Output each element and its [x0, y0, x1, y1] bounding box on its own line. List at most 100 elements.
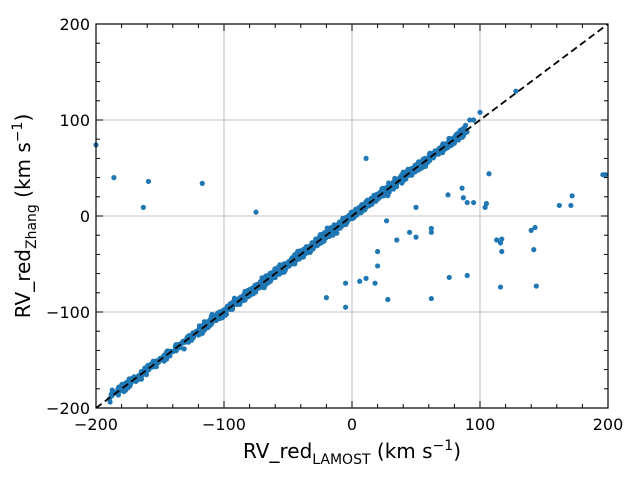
data-point-outlier [428, 229, 434, 235]
data-point [197, 331, 203, 337]
data-point-outlier [363, 275, 369, 281]
data-point [302, 246, 308, 252]
data-point-outlier [569, 193, 575, 199]
data-point [452, 134, 458, 140]
data-point [170, 348, 176, 355]
data-point-outlier [357, 278, 363, 284]
data-point-outlier [528, 227, 534, 233]
x-tick-label: 100 [465, 415, 496, 434]
data-point-outlier [471, 199, 477, 206]
y-tick-label: 100 [59, 111, 90, 130]
data-point-outlier [467, 117, 473, 123]
data-point [201, 319, 207, 325]
y-tick-label: −200 [46, 399, 90, 418]
y-tick-label: 200 [59, 15, 90, 34]
data-point [143, 372, 149, 378]
data-point [185, 339, 192, 345]
data-point [161, 358, 167, 364]
data-point-outlier [385, 296, 391, 303]
x-tick-label: 200 [593, 415, 624, 434]
x-tick-label: −100 [202, 415, 246, 434]
data-point-outlier [459, 185, 465, 191]
data-point [322, 229, 328, 236]
data-point-outlier [372, 280, 378, 286]
data-point [381, 193, 387, 199]
y-tick-label: −100 [46, 303, 90, 322]
data-point [181, 346, 187, 352]
x-axis-label: RV_redLAMOST (km s−1) [243, 438, 461, 468]
data-point-outlier [533, 283, 539, 289]
data-point [402, 175, 408, 181]
data-point-outlier [111, 175, 117, 181]
data-point [416, 159, 422, 165]
x-tick-label: 0 [347, 415, 357, 434]
data-point-outlier [407, 229, 413, 235]
data-point-outlier [428, 295, 434, 302]
data-point [374, 196, 380, 202]
data-point-outlier [145, 178, 152, 185]
data-point-outlier [568, 202, 574, 209]
data-point-outlier [464, 199, 470, 206]
data-point-outlier [199, 180, 205, 186]
data-point-outlier [446, 274, 452, 281]
data-point-outlier [471, 117, 477, 123]
data-point-outlier [556, 202, 562, 209]
data-point [312, 240, 318, 246]
y-tick-label: 0 [80, 207, 90, 226]
data-point-outlier [486, 171, 492, 177]
data-point-outlier [375, 248, 381, 255]
data-point-outlier [445, 192, 451, 198]
data-point [426, 157, 432, 163]
y-axis-label: RV_redZhang (km s−1) [10, 114, 40, 319]
x-tick-label: −200 [74, 415, 118, 434]
data-point [277, 262, 283, 268]
data-point [115, 392, 121, 398]
data-point-outlier [413, 204, 419, 210]
data-point [444, 143, 450, 150]
data-point [281, 269, 287, 275]
data-point-outlier [460, 195, 466, 201]
data-point-outlier [532, 224, 538, 231]
data-point-outlier [428, 225, 434, 232]
data-point [449, 142, 455, 148]
axis-ticks: −200 −100 0 100 200 −200 −100 0 100 200 [46, 15, 623, 434]
data-point-outlier [464, 272, 470, 279]
data-point [107, 399, 113, 405]
data-point-outlier [497, 284, 504, 290]
data-point [399, 172, 405, 178]
data-point [136, 375, 142, 381]
data-point-outlier [477, 109, 483, 115]
data-point-outlier [499, 248, 505, 255]
data-point [291, 260, 297, 266]
data-point-outlier [323, 295, 329, 301]
data-point [250, 291, 256, 297]
data-point-outlier [531, 247, 537, 253]
data-point-outlier [363, 155, 369, 161]
data-point-outlier [343, 304, 349, 310]
data-point-outlier [383, 218, 390, 224]
data-point [343, 221, 349, 227]
data-point-outlier [483, 200, 489, 207]
data-point [206, 322, 212, 328]
data-point-outlier [394, 237, 400, 243]
data-point-outlier [413, 234, 419, 240]
data-point [419, 164, 425, 170]
data-point [119, 381, 125, 387]
data-point-outlier [253, 209, 259, 215]
data-point [268, 275, 274, 281]
data-point-outlier [343, 280, 349, 286]
data-point-outlier [375, 263, 381, 269]
data-point [109, 393, 115, 399]
identity-reference-line [95, 23, 609, 409]
data-point-outlier [513, 88, 519, 94]
data-point-outlier [499, 236, 505, 242]
data-point-outlier [602, 172, 609, 178]
data-point-outlier [140, 204, 146, 210]
data-point-outlier [494, 237, 500, 243]
data-points [93, 88, 609, 405]
data-point [245, 287, 251, 293]
data-point [109, 387, 115, 393]
data-point [122, 387, 129, 393]
data-point [227, 301, 233, 307]
